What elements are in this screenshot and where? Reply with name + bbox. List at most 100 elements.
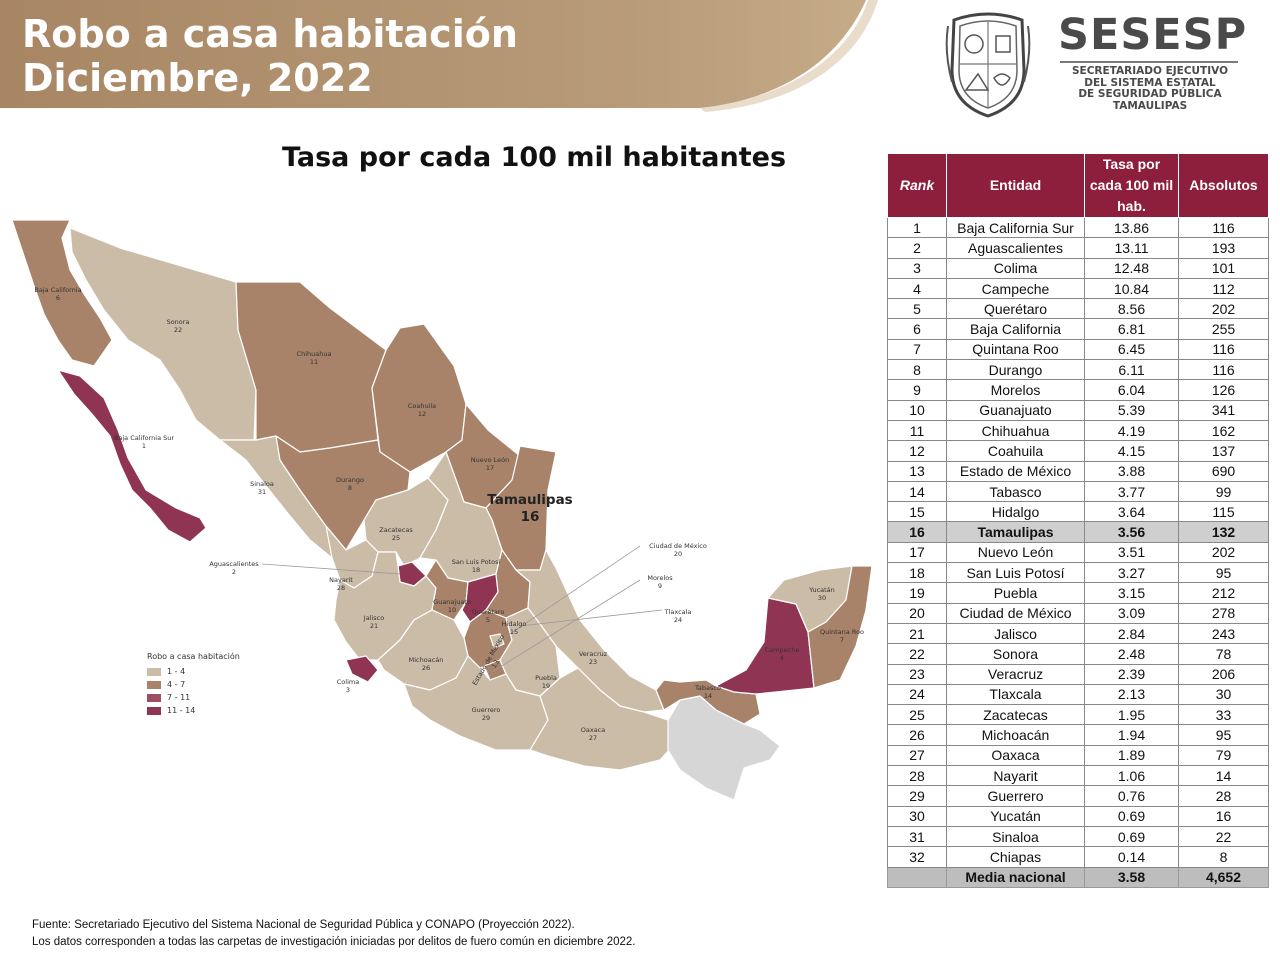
cell-absolutos: 162 [1178,419,1269,442]
cell-tasa: 3.56 [1084,521,1179,543]
cell-tasa: 6.04 [1084,379,1179,401]
logo-divider [1060,61,1238,63]
cell-tasa: 0.14 [1084,846,1179,868]
map-label-morelos: Morelos 9 [647,574,673,590]
cell-absolutos: 116 [1178,338,1269,361]
cell-absolutos: 8 [1178,846,1269,868]
cell-entidad: Guanajuato [946,399,1085,421]
map-label-hidalgo: Hidalgo 15 [501,620,527,636]
map-label-campeche: Campeche 4 [764,646,800,662]
cell-absolutos: 33 [1178,704,1269,726]
cell-absolutos: 78 [1178,643,1269,665]
cell-tasa: 3.51 [1084,541,1179,564]
table-row: 5 Querétaro 8.56 202 [887,298,1269,320]
cell-absolutos: 79 [1178,744,1269,767]
cell-absolutos: 206 [1178,663,1269,685]
cell-entidad: Morelos [946,379,1085,401]
state-quintana-roo [807,565,873,689]
cell-entidad: Coahuila [946,440,1085,462]
cell-tasa: 0.69 [1084,805,1179,827]
logo-subtitle-line: DE SEGURIDAD PÚBLICA [1078,88,1222,100]
cell-entidad: Ciudad de México [946,602,1085,624]
col-header-entidad: Entidad [946,153,1085,218]
map-label-guerrero: Guerrero 29 [471,706,501,722]
col-header-rank: Rank [887,153,947,218]
cell-entidad: Durango [946,359,1085,381]
cell-rank: 13 [887,460,947,482]
cell-rank: 16 [887,521,947,543]
table-row: 22 Sonora 2.48 78 [887,643,1269,665]
map-label-aguascalientes: Aguascalientes 2 [209,560,259,576]
table-row: 21 Jalisco 2.84 243 [887,622,1269,645]
footer-source: Fuente: Secretariado Ejecutivo del Siste… [32,919,575,931]
cell-tasa: 3.77 [1084,480,1179,503]
col-header-tasa: Tasa por cada 100 mil hab. [1084,153,1179,218]
cell-entidad: Querétaro [946,298,1085,320]
cell-absolutos: 137 [1178,440,1269,462]
legend-title: Robo a casa habitación [147,652,240,661]
cell-rank: 5 [887,298,947,320]
cell-tasa: 2.48 [1084,643,1179,665]
table-row: 14 Tabasco 3.77 99 [887,480,1269,503]
map-legend: Robo a casa habitación 1 - 4 4 - 7 7 - 1… [147,652,240,717]
legend-item: 11 - 14 [147,704,240,717]
cell-rank: 1 [887,216,947,239]
cell-absolutos: 126 [1178,379,1269,401]
table-row: 26 Michoacán 1.94 95 [887,724,1269,746]
cell-entidad: Aguascalientes [946,237,1085,259]
cell-rank: 29 [887,785,947,807]
map-label-tabasco: Tabasco 14 [695,684,721,700]
map-label-veracruz: Veracruz 23 [578,650,608,666]
cell-absolutos: 243 [1178,622,1269,645]
state-tabasco [655,679,761,725]
cell-rank: 7 [887,338,947,361]
cell-absolutos: 202 [1178,541,1269,564]
cell-absolutos: 28 [1178,785,1269,807]
col-header-absolutos: Absolutos [1178,153,1269,218]
table-row: 2 Aguascalientes 13.11 193 [887,237,1269,259]
cell-entidad: Tamaulipas [946,521,1085,543]
cell-rank: 12 [887,440,947,462]
cell-rank: 17 [887,541,947,564]
map-label-queretaro: Querétaro 5 [471,608,505,624]
footer-note: Los datos corresponden a todas las carpe… [32,936,636,948]
cell-absolutos: 99 [1178,480,1269,503]
header-banner: Robo a casa habitación Diciembre, 2022 [0,0,1280,112]
legend-swatch [147,667,161,676]
cell-entidad: Baja California [946,318,1085,340]
cell-entidad: Michoacán [946,724,1085,746]
state-colima [345,655,379,683]
cell-tasa: 2.39 [1084,663,1179,685]
legend-swatch [147,706,161,715]
state-ciudad-de-mexico [489,633,505,649]
cell-rank: 22 [887,643,947,665]
cell-rank: 25 [887,704,947,726]
cell-absolutos: 116 [1178,359,1269,381]
map-label-yucatan: Yucatán 30 [809,586,835,602]
ranking-table: Rank Entidad Tasa por cada 100 mil hab. … [887,153,1269,888]
cell-entidad: Baja California Sur [946,216,1085,239]
cell-summary-tasa: 3.58 [1084,866,1179,888]
cell-absolutos: 30 [1178,683,1269,706]
map-label-ciudad-de-mexico: Ciudad de México 20 [649,542,707,558]
map-label-quintana-roo: Quintana Roo 7 [819,628,865,644]
table-row: 11 Chihuahua 4.19 162 [887,419,1269,442]
table-row: 29 Guerrero 0.76 28 [887,785,1269,807]
cell-entidad: Tlaxcala [946,683,1085,706]
map-label-tamaulipas-highlight: Tamaulipas 16 [487,492,573,525]
cell-rank: 10 [887,399,947,421]
cell-absolutos: 341 [1178,399,1269,421]
cell-absolutos: 22 [1178,825,1269,848]
cell-absolutos: 112 [1178,277,1269,300]
map-label-san-luis-potosi: San Luis Potosí 18 [451,558,501,574]
cell-entidad: Yucatán [946,805,1085,827]
cell-tasa: 1.95 [1084,704,1179,726]
table-row: 31 Sinaloa 0.69 22 [887,825,1269,848]
map-label-sonora: Sonora 22 [166,318,190,334]
table-row: 30 Yucatán 0.69 16 [887,805,1269,827]
mexico-map [11,219,873,801]
table-row: 28 Nayarit 1.06 14 [887,765,1269,787]
cell-rank: 21 [887,622,947,645]
cell-tasa: 13.11 [1084,237,1179,259]
cell-entidad: Nuevo León [946,541,1085,564]
